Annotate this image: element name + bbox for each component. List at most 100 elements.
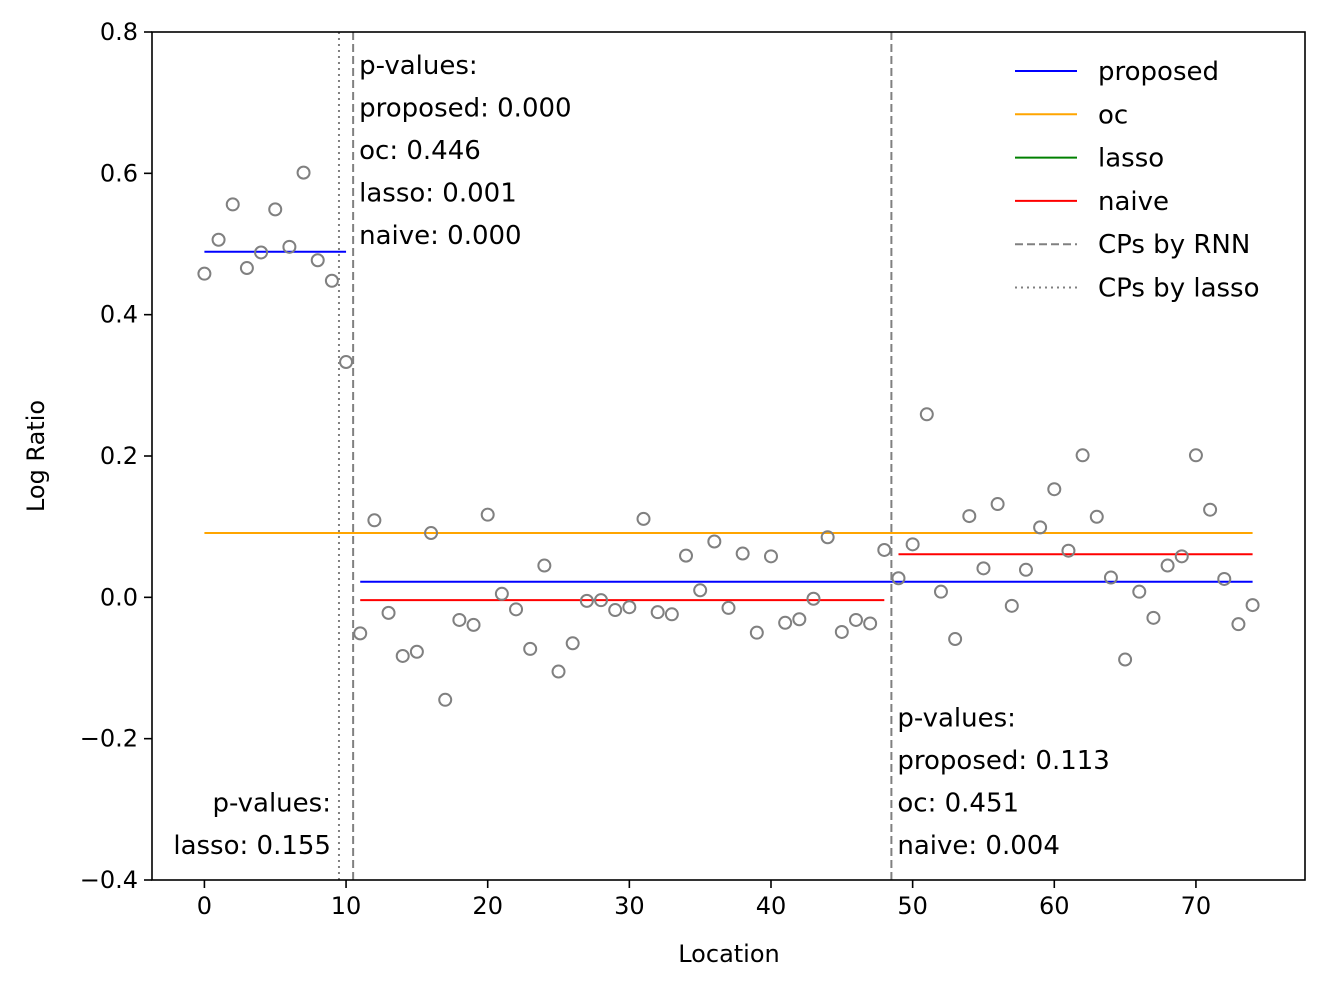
x-tick-label: 10	[331, 892, 362, 920]
annotation-line: oc: 0.451	[897, 789, 1019, 819]
plot-area	[197, 32, 1260, 880]
annotation-line: proposed: 0.113	[897, 746, 1109, 776]
data-point	[254, 245, 269, 260]
axes: 0 10 20 30 40 50 60 70 −0.4 −0.2 0.0 0.2 0.4 0.6 0.8	[80, 18, 1306, 920]
x-tick-label: 20	[472, 892, 503, 920]
data-point	[1203, 502, 1218, 517]
data-point	[565, 636, 580, 651]
p-value-annotations: p-values: proposed: 0.000 oc: 0.446 lasso: …	[173, 51, 1109, 861]
data-point	[452, 612, 467, 627]
data-point	[1075, 448, 1090, 463]
y-tick-label: 0.2	[100, 442, 138, 470]
data-point	[976, 561, 991, 576]
data-point	[891, 571, 906, 586]
y-tick-label: 0.0	[100, 583, 138, 611]
data-point	[919, 407, 934, 422]
data-point	[1174, 549, 1189, 564]
data-point	[1103, 570, 1118, 585]
data-point	[1146, 610, 1161, 625]
data-point	[579, 593, 594, 608]
annotation-line: naive: 0.004	[897, 831, 1059, 861]
data-point	[848, 612, 863, 627]
data-point	[905, 537, 920, 552]
data-point	[296, 165, 311, 180]
data-point	[863, 616, 878, 631]
data-point	[1089, 509, 1104, 524]
data-point	[622, 600, 637, 615]
y-tick-label: 0.6	[100, 159, 138, 187]
data-point	[792, 612, 807, 627]
annotation-line: lasso: 0.155	[173, 831, 331, 861]
data-point	[763, 549, 778, 564]
data-point	[381, 605, 396, 620]
data-point	[268, 202, 283, 217]
y-tick-label: −0.2	[80, 725, 138, 753]
data-point	[409, 644, 424, 659]
x-tick-label: 30	[614, 892, 645, 920]
data-point	[834, 624, 849, 639]
data-point	[211, 232, 226, 247]
data-point	[282, 239, 297, 254]
data-point	[480, 507, 495, 522]
x-tick-label: 0	[197, 892, 212, 920]
data-point	[664, 607, 679, 622]
data-point	[424, 526, 439, 541]
data-point	[1217, 571, 1232, 586]
data-point	[225, 197, 240, 212]
data-point	[367, 513, 382, 528]
data-point	[537, 558, 552, 573]
x-tick-label: 50	[897, 892, 928, 920]
data-point	[1004, 598, 1019, 613]
data-point	[636, 511, 651, 526]
y-tick-label: 0.8	[100, 18, 138, 46]
data-point	[948, 632, 963, 647]
annotation-line: p-values:	[359, 51, 478, 81]
data-point	[1047, 482, 1062, 497]
data-point	[353, 626, 368, 641]
x-tick-label: 60	[1039, 892, 1070, 920]
data-point	[551, 664, 566, 679]
legend-label: oc	[1098, 100, 1128, 130]
annotation-line: p-values:	[212, 789, 331, 819]
data-point	[339, 355, 354, 370]
data-point	[679, 548, 694, 563]
legend-label: CPs by lasso	[1098, 274, 1260, 304]
data-point	[1231, 617, 1246, 632]
x-tick-label: 70	[1181, 892, 1212, 920]
data-point	[1061, 543, 1076, 558]
data-point	[1188, 448, 1203, 463]
data-point	[1033, 520, 1048, 535]
data-point	[324, 273, 339, 288]
data-point	[310, 253, 325, 268]
data-point	[466, 617, 481, 632]
data-point	[523, 641, 538, 656]
data-point	[962, 509, 977, 524]
data-point	[707, 534, 722, 549]
data-point	[693, 583, 708, 598]
data-point	[1132, 584, 1147, 599]
legend-label: proposed	[1098, 57, 1219, 87]
data-point	[933, 584, 948, 599]
legend: proposed oc lasso naive CPs by RNN CPs by las…	[1015, 57, 1260, 304]
data-point	[778, 615, 793, 630]
data-point	[735, 546, 750, 561]
legend-label: naive	[1098, 187, 1169, 217]
annotation-line: lasso: 0.001	[359, 179, 517, 209]
annotation-line: p-values:	[897, 704, 1016, 734]
x-axis-title: Location	[678, 940, 780, 968]
legend-label: CPs by RNN	[1098, 230, 1250, 260]
y-tick-label: 0.4	[100, 301, 138, 329]
data-point	[438, 692, 453, 707]
data-point	[509, 602, 524, 617]
y-axis-title: Log Ratio	[22, 400, 50, 512]
annotation-line: oc: 0.446	[359, 136, 481, 166]
data-point	[395, 648, 410, 663]
data-point	[1018, 562, 1033, 577]
data-point	[877, 542, 892, 557]
data-point	[650, 605, 665, 620]
data-point	[721, 600, 736, 615]
data-point	[197, 266, 212, 281]
data-point	[749, 625, 764, 640]
data-point	[1160, 558, 1175, 573]
